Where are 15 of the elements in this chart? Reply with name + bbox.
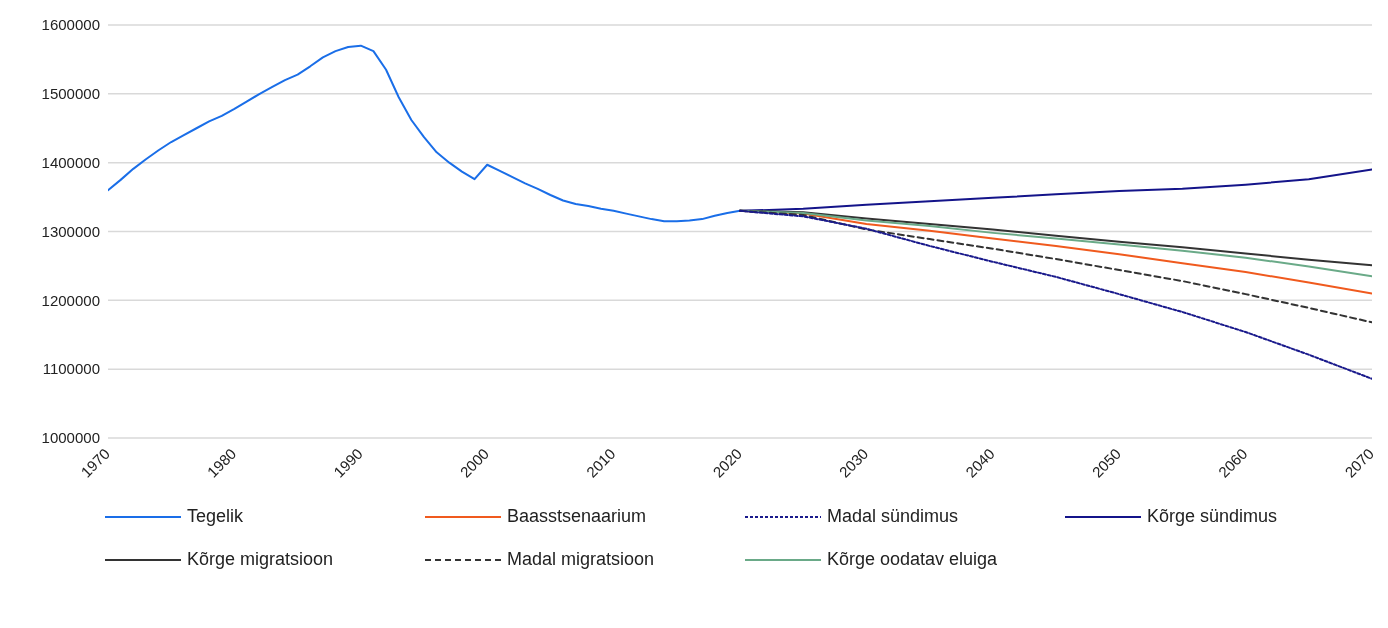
line-series xyxy=(108,44,741,223)
y-tick-label: 1300000 xyxy=(41,222,100,240)
legend-label: Kõrge migratsioon xyxy=(187,549,334,570)
legend-label: Madal sündimus xyxy=(827,506,959,527)
legend-label: Kõrge sündimus xyxy=(1147,506,1278,527)
y-tick-label: 1000000 xyxy=(41,429,100,447)
legend-label: Baasstsenaarium xyxy=(507,506,647,527)
y-tick-label: 1600000 xyxy=(41,16,100,34)
y-tick-label: 1200000 xyxy=(41,291,100,309)
y-tick-label: 1100000 xyxy=(42,360,100,378)
y-tick-label: 1400000 xyxy=(41,153,100,171)
legend-label: Tegelik xyxy=(187,506,244,527)
legend-label: Madal migratsioon xyxy=(507,549,655,570)
legend-label: Kõrge oodatav eluiga xyxy=(827,549,998,570)
y-tick-label: 1500000 xyxy=(41,85,100,103)
